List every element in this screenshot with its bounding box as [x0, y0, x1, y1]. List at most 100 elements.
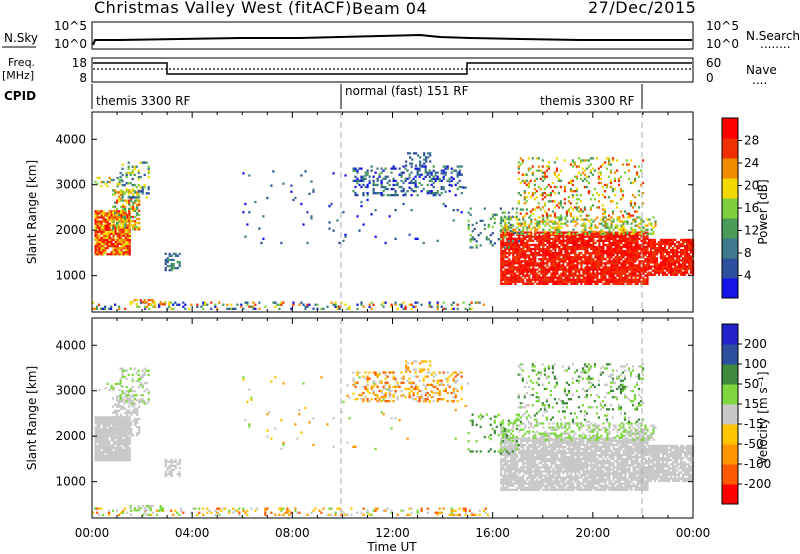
echo-cell	[625, 163, 629, 166]
echo-cell	[120, 251, 123, 254]
echo-cell	[602, 224, 605, 227]
echo-cell	[410, 507, 413, 510]
echo-cell	[128, 217, 131, 221]
echo-cell	[530, 250, 533, 253]
echo-cell	[440, 172, 443, 175]
echo-cell	[110, 446, 113, 450]
echo-cell	[467, 219, 470, 222]
echo-cell	[124, 224, 127, 227]
echo-cell	[576, 243, 579, 247]
echo-cell	[456, 307, 459, 310]
echo-cell	[234, 307, 237, 310]
echo-cell	[614, 226, 617, 229]
echo-cell	[560, 235, 563, 238]
echo-cell	[112, 416, 115, 419]
echo-cell	[346, 513, 349, 516]
echo-cell	[147, 192, 150, 195]
echo-cell	[380, 183, 383, 187]
echo-cell	[128, 421, 131, 425]
echo-cell	[131, 177, 134, 181]
echo-cell	[394, 179, 397, 182]
echo-cell	[532, 235, 535, 238]
echo-cell	[112, 459, 115, 462]
echo-cell	[638, 272, 641, 275]
echo-cell	[576, 237, 579, 240]
echo-cell	[499, 207, 502, 210]
echo-cell	[104, 424, 107, 427]
echo-cell	[582, 243, 585, 247]
echo-cell	[646, 245, 649, 249]
echo-cell	[504, 272, 507, 275]
echo-cell	[528, 250, 531, 253]
echo-cell	[426, 192, 429, 195]
echo-cell	[108, 245, 111, 248]
echo-cell	[454, 513, 457, 516]
echo-cell	[306, 241, 309, 245]
echo-cell	[133, 507, 136, 510]
echo-cell	[120, 214, 123, 217]
echo-cell	[626, 268, 629, 271]
echo-cell	[634, 252, 637, 255]
echo-cell	[616, 218, 619, 221]
echo-cell	[591, 157, 594, 160]
echo-cell	[535, 177, 538, 180]
echo-cell	[560, 268, 563, 271]
echo-cell	[580, 256, 583, 259]
echo-cell	[674, 267, 677, 270]
echo-cell	[546, 235, 549, 238]
echo-cell	[536, 231, 539, 234]
echo-cell	[626, 247, 629, 251]
echo-cell	[595, 157, 598, 160]
echo-cell	[606, 243, 609, 247]
echo-cell	[647, 263, 651, 266]
echo-cell	[483, 223, 486, 227]
echo-cell	[590, 256, 593, 259]
echo-cell	[493, 242, 496, 245]
echo-cell	[384, 373, 387, 376]
echo-cell	[574, 266, 577, 269]
echo-cell	[600, 264, 603, 267]
echo-cell	[644, 282, 647, 285]
echo-cell	[644, 239, 647, 242]
echo-cell	[260, 241, 263, 245]
echo-cell	[591, 167, 594, 170]
echo-cell	[342, 239, 345, 242]
echo-cell	[546, 254, 549, 257]
echo-cell	[402, 202, 405, 206]
echo-cell	[164, 464, 167, 468]
echo-cell	[649, 245, 653, 248]
echo-cell	[124, 395, 127, 398]
echo-cell	[438, 177, 441, 180]
echo-cell	[650, 232, 653, 235]
echo-cell	[539, 187, 542, 191]
echo-cell	[678, 255, 681, 258]
echo-cell	[124, 455, 127, 458]
echo-cell	[464, 307, 467, 310]
echo-cell	[438, 179, 441, 182]
echo-cell	[630, 228, 633, 231]
echo-cell	[122, 432, 125, 435]
echo-cell	[579, 214, 582, 217]
echo-cell	[588, 239, 591, 242]
echo-cell	[134, 419, 137, 423]
echo-cell	[620, 258, 623, 261]
echo-cell	[98, 513, 101, 516]
echo-cell	[118, 253, 121, 256]
echo-cell	[518, 262, 521, 265]
echo-cell	[595, 206, 598, 209]
echo-cell	[579, 194, 582, 197]
echo-cell	[506, 278, 509, 281]
echo-cell	[402, 165, 405, 168]
echo-cell	[578, 252, 581, 255]
echo-cell	[608, 262, 611, 265]
echo-cell	[102, 424, 105, 427]
echo-cell	[526, 241, 529, 245]
freq-label: Freq.	[8, 56, 35, 69]
echo-cell	[634, 218, 637, 221]
echo-cell	[578, 278, 581, 281]
echo-cell	[406, 379, 409, 382]
echo-cell	[588, 262, 591, 265]
echo-cell	[574, 243, 577, 247]
echo-cell	[506, 233, 509, 236]
echo-cell	[408, 181, 411, 185]
